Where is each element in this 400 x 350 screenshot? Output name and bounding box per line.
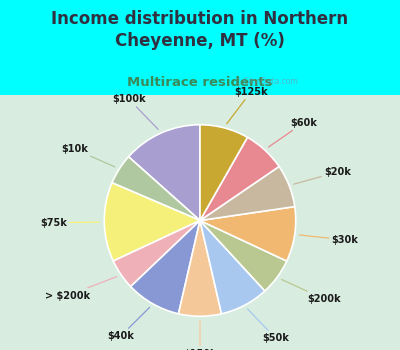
Wedge shape [200, 137, 279, 220]
Text: $200k: $200k [282, 279, 341, 304]
Text: $10k: $10k [61, 144, 115, 167]
Wedge shape [128, 125, 200, 220]
Wedge shape [112, 157, 200, 220]
Text: $30k: $30k [300, 235, 358, 245]
Wedge shape [200, 220, 265, 314]
Text: Multirace residents: Multirace residents [127, 76, 273, 89]
Text: > $200k: > $200k [45, 276, 117, 301]
Text: $60k: $60k [268, 118, 317, 147]
Text: $20k: $20k [294, 167, 351, 184]
Text: ⓘ City-Data.com: ⓘ City-Data.com [236, 77, 298, 86]
Wedge shape [200, 167, 295, 220]
Text: Income distribution in Northern
Cheyenne, MT (%): Income distribution in Northern Cheyenne… [52, 10, 348, 50]
Text: $40k: $40k [107, 307, 150, 341]
Wedge shape [113, 220, 200, 287]
Wedge shape [178, 220, 222, 316]
Wedge shape [104, 183, 200, 261]
Wedge shape [200, 220, 287, 291]
Wedge shape [200, 125, 248, 220]
Text: $100k: $100k [112, 94, 158, 129]
Wedge shape [200, 206, 296, 261]
Text: $50k: $50k [248, 309, 289, 343]
Text: $150k: $150k [183, 321, 217, 350]
Text: $125k: $125k [227, 87, 268, 124]
Text: $75k: $75k [40, 218, 100, 228]
Wedge shape [131, 220, 200, 314]
